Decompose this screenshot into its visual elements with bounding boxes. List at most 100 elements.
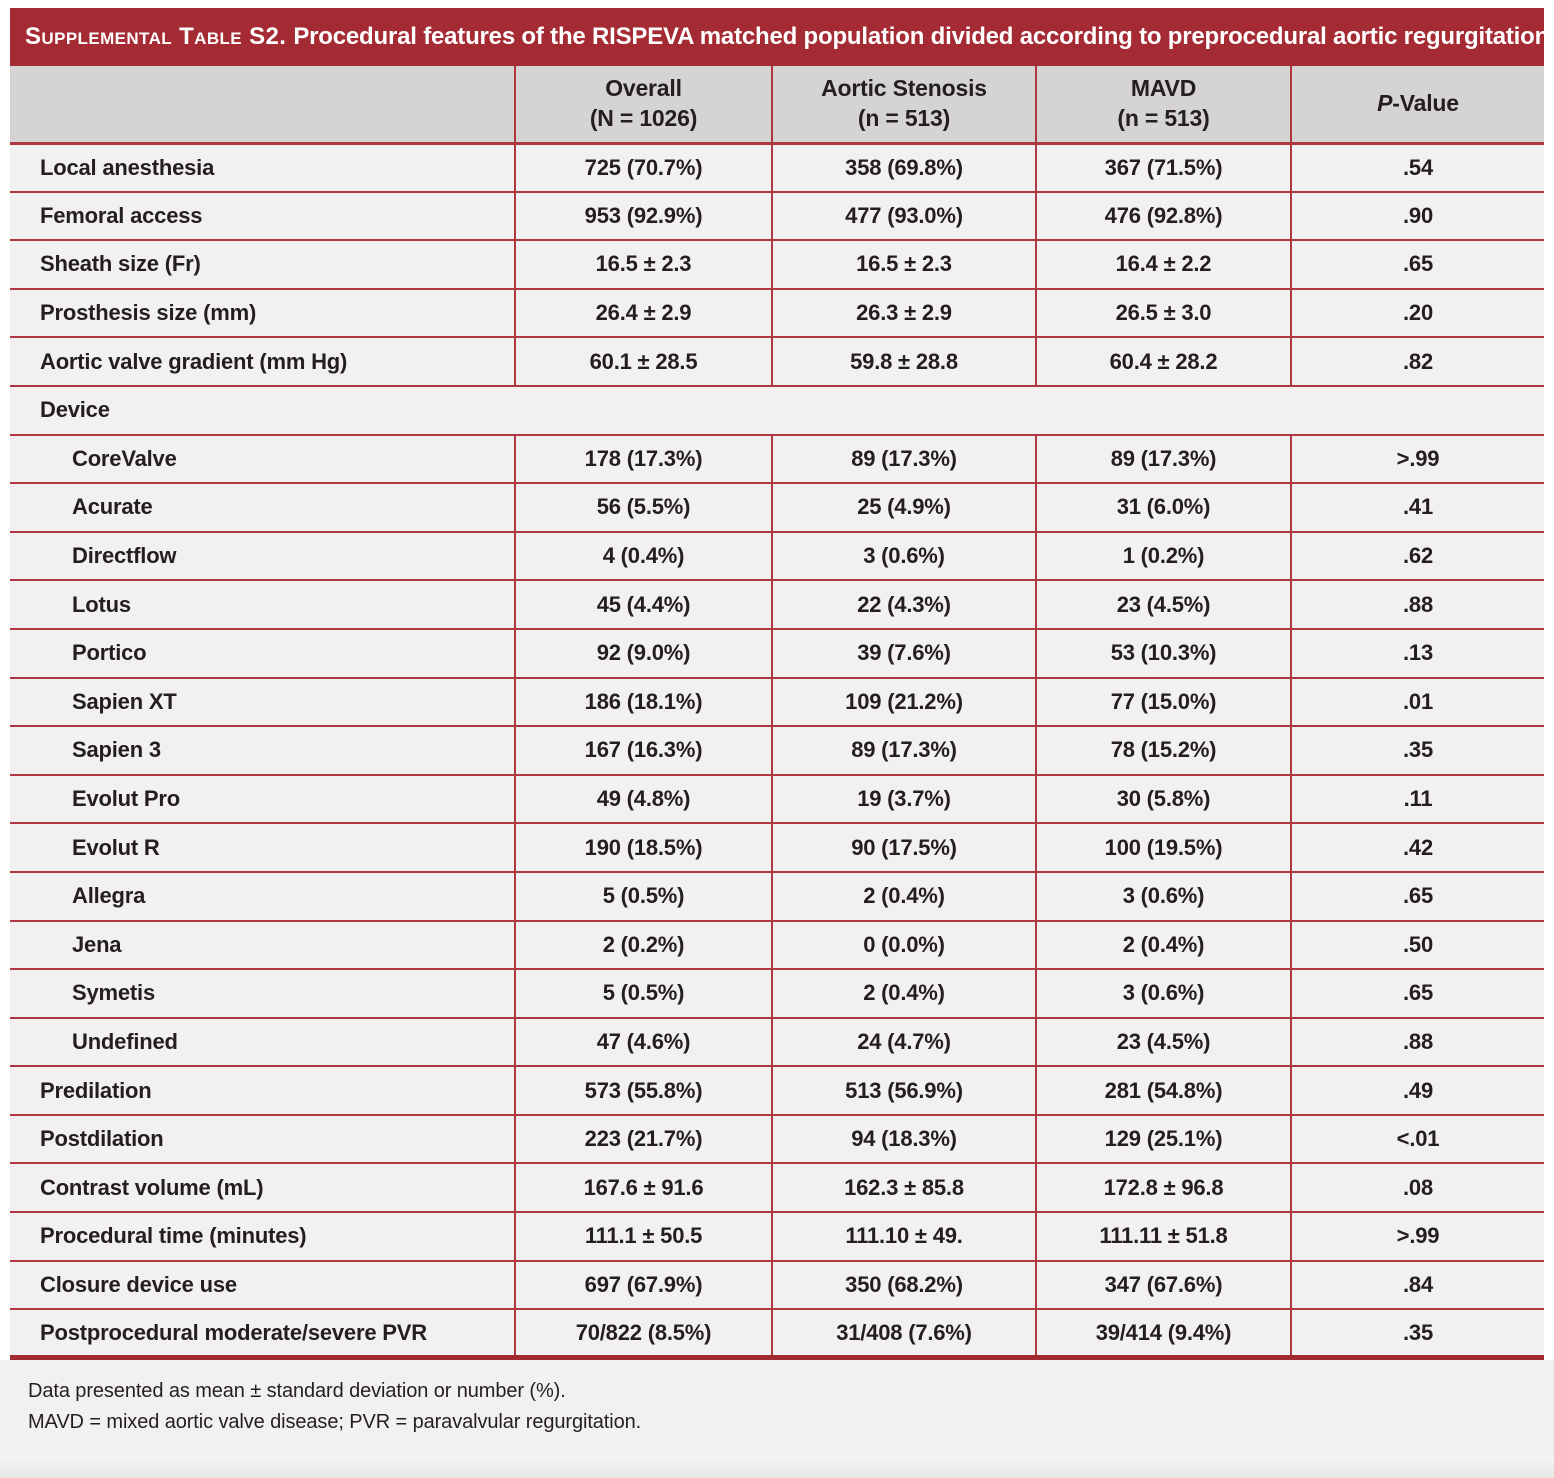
aortic-stenosis-value: 2 (0.4%)	[771, 968, 1036, 1019]
mavd-value: 1 (0.2%)	[1035, 530, 1291, 582]
table-number: Supplemental Table S2.	[25, 23, 287, 50]
aortic-stenosis-value: 350 (68.2%)	[771, 1259, 1036, 1311]
overall-value: 60.1 ± 28.5	[514, 336, 772, 387]
row-label: Contrast volume (mL)	[10, 1162, 515, 1214]
aortic-stenosis-value: 2 (0.4%)	[771, 870, 1036, 922]
p-value: .65	[1290, 870, 1544, 922]
page-bottom-band	[0, 1456, 1554, 1478]
mavd-value: 476 (92.8%)	[1035, 190, 1291, 242]
overall-value: 56 (5.5%)	[514, 482, 772, 533]
p-value: >.99	[1290, 433, 1544, 485]
column-header-row: Overall (N = 1026) Aortic Stenosis (n = …	[10, 66, 1544, 145]
table-row: Portico 92 (9.0%) 39 (7.6%) 53 (10.3%) .13	[10, 627, 1544, 679]
empty-header-cell	[10, 66, 515, 145]
row-label: Portico	[10, 627, 515, 679]
p-value: .41	[1290, 482, 1544, 533]
aortic-stenosis-value: 3 (0.6%)	[771, 530, 1036, 582]
procedural-features-table: Overall (N = 1026) Aortic Stenosis (n = …	[10, 66, 1544, 1361]
section-row: Device	[10, 384, 1544, 436]
mavd-n: (n = 513)	[1117, 104, 1210, 131]
table-row: Predilation 573 (55.8%) 513 (56.9%) 281 (54…	[10, 1065, 1544, 1116]
mavd-value: 23 (4.5%)	[1035, 579, 1291, 630]
section-label: Device	[10, 384, 1544, 436]
row-label: Postdilation	[10, 1113, 515, 1165]
row-label: Sapien XT	[10, 676, 515, 728]
overall-value: 167 (16.3%)	[514, 725, 772, 776]
aortic-stenosis-value: 111.10 ± 49.	[771, 1211, 1036, 1262]
p-value: >.99	[1290, 1211, 1544, 1262]
row-label: Local anesthesia	[10, 142, 515, 193]
p-value: <.01	[1290, 1113, 1544, 1165]
aortic-stenosis-value: 89 (17.3%)	[771, 433, 1036, 485]
aortic-stenosis-value: 22 (4.3%)	[771, 579, 1036, 630]
mavd-label: MAVD	[1130, 74, 1197, 101]
mavd-value: 60.4 ± 28.2	[1035, 336, 1291, 387]
aortic-stenosis-value: 39 (7.6%)	[771, 627, 1036, 679]
table-row: Evolut R 190 (18.5%) 90 (17.5%) 100 (19.5%)…	[10, 822, 1544, 873]
p-value: .01	[1290, 676, 1544, 728]
aortic-stenosis-value: 477 (93.0%)	[771, 190, 1036, 242]
table-row: Postprocedural moderate/severe PVR 70/822…	[10, 1308, 1544, 1361]
table-row: Undefined 47 (4.6%) 24 (4.7%) 23 (4.5%) .88	[10, 1016, 1544, 1068]
row-label: CoreValve	[10, 433, 515, 485]
row-label: Predilation	[10, 1065, 515, 1116]
table-footnotes: Data presented as mean ± standard deviat…	[0, 1360, 1554, 1457]
p-value: .54	[1290, 142, 1544, 193]
overall-value: 223 (21.7%)	[514, 1113, 772, 1165]
table-row: Postdilation 223 (21.7%) 94 (18.3%) 129 (25…	[10, 1113, 1544, 1165]
mavd-value: 2 (0.4%)	[1035, 919, 1291, 971]
row-label: Symetis	[10, 968, 515, 1019]
overall-value: 573 (55.8%)	[514, 1065, 772, 1116]
mavd-value: 77 (15.0%)	[1035, 676, 1291, 728]
p-value: .08	[1290, 1162, 1544, 1214]
footnote-data-presentation: Data presented as mean ± standard deviat…	[28, 1380, 566, 1403]
p-value: .42	[1290, 822, 1544, 873]
p-italic: P	[1377, 89, 1393, 116]
aortic-stenosis-column-header: Aortic Stenosis (n = 513)	[771, 66, 1036, 145]
overall-value: 111.1 ± 50.5	[514, 1211, 772, 1262]
overall-value: 92 (9.0%)	[514, 627, 772, 679]
overall-value: 190 (18.5%)	[514, 822, 772, 873]
table-row: Contrast volume (mL) 167.6 ± 91.6 162.3 ± …	[10, 1162, 1544, 1214]
aortic-stenosis-value: 94 (18.3%)	[771, 1113, 1036, 1165]
mavd-column-header: MAVD (n = 513)	[1035, 66, 1291, 145]
p-value: .49	[1290, 1065, 1544, 1116]
table-row: Sheath size (Fr) 16.5 ± 2.3 16.5 ± 2.3 16.4…	[10, 239, 1544, 290]
p-value: .90	[1290, 190, 1544, 242]
overall-label: Overall	[605, 74, 682, 101]
table-row: Sapien XT 186 (18.1%) 109 (21.2%) 77 (15.0%…	[10, 676, 1544, 728]
table-row: Symetis 5 (0.5%) 2 (0.4%) 3 (0.6%) .65	[10, 968, 1544, 1019]
mavd-value: 3 (0.6%)	[1035, 968, 1291, 1019]
table-row: Sapien 3 167 (16.3%) 89 (17.3%) 78 (15.2%).…	[10, 725, 1544, 776]
p-value: .20	[1290, 287, 1544, 339]
table-row: Evolut Pro 49 (4.8%) 19 (3.7%) 30 (5.8%) .11	[10, 773, 1544, 825]
aortic-stenosis-value: 162.3 ± 85.8	[771, 1162, 1036, 1214]
overall-value: 186 (18.1%)	[514, 676, 772, 728]
overall-value: 5 (0.5%)	[514, 870, 772, 922]
mavd-value: 281 (54.8%)	[1035, 1065, 1291, 1116]
p-value: .50	[1290, 919, 1544, 971]
table-row: Acurate 56 (5.5%) 25 (4.9%) 31 (6.0%) .41	[10, 482, 1544, 533]
row-label: Femoral access	[10, 190, 515, 242]
row-label: Evolut Pro	[10, 773, 515, 825]
aortic-stenosis-label: Aortic Stenosis	[821, 74, 987, 101]
overall-value: 16.5 ± 2.3	[514, 239, 772, 290]
p-value: .65	[1290, 239, 1544, 290]
overall-value: 4 (0.4%)	[514, 530, 772, 582]
overall-value: 26.4 ± 2.9	[514, 287, 772, 339]
mavd-value: 172.8 ± 96.8	[1035, 1162, 1291, 1214]
p-value: .62	[1290, 530, 1544, 582]
footnote-abbreviations: MAVD = mixed aortic valve disease; PVR =…	[28, 1411, 642, 1434]
aortic-stenosis-value: 513 (56.9%)	[771, 1065, 1036, 1116]
overall-value: 697 (67.9%)	[514, 1259, 772, 1311]
overall-column-header: Overall (N = 1026)	[514, 66, 772, 145]
table-row: Procedural time (minutes) 111.1 ± 50.5 111…	[10, 1211, 1544, 1262]
mavd-value: 16.4 ± 2.2	[1035, 239, 1291, 290]
table-body: Local anesthesia 725 (70.7%) 358 (69.8%) 36…	[10, 142, 1544, 1361]
aortic-stenosis-value: 25 (4.9%)	[771, 482, 1036, 533]
row-label: Closure device use	[10, 1259, 515, 1311]
aortic-stenosis-value: 16.5 ± 2.3	[771, 239, 1036, 290]
overall-value: 2 (0.2%)	[514, 919, 772, 971]
mavd-value: 26.5 ± 3.0	[1035, 287, 1291, 339]
